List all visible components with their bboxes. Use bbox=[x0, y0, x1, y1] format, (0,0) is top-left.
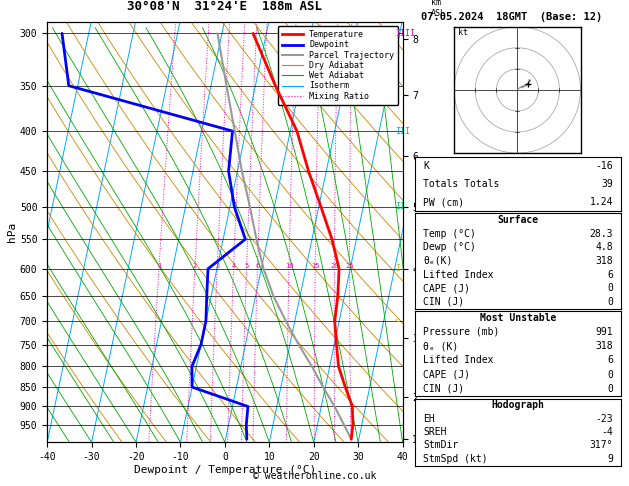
Text: CAPE (J): CAPE (J) bbox=[423, 283, 470, 293]
Text: I: I bbox=[395, 264, 400, 273]
Y-axis label: Mixing Ratio (g/kg): Mixing Ratio (g/kg) bbox=[421, 176, 431, 288]
Text: 6: 6 bbox=[608, 270, 613, 279]
Text: 1: 1 bbox=[157, 263, 161, 269]
Text: StmDir: StmDir bbox=[423, 440, 459, 451]
Text: Totals Totals: Totals Totals bbox=[423, 179, 500, 189]
Text: II: II bbox=[395, 202, 405, 211]
Text: 0: 0 bbox=[608, 283, 613, 293]
Y-axis label: hPa: hPa bbox=[7, 222, 17, 242]
Text: 3: 3 bbox=[215, 263, 220, 269]
Text: K: K bbox=[423, 161, 429, 171]
Text: *: * bbox=[528, 79, 532, 85]
Text: Pressure (mb): Pressure (mb) bbox=[423, 327, 500, 337]
Text: -16: -16 bbox=[596, 161, 613, 171]
Text: Hodograph: Hodograph bbox=[492, 400, 545, 410]
Text: 4: 4 bbox=[231, 263, 236, 269]
Text: 0: 0 bbox=[608, 384, 613, 394]
Text: -4: -4 bbox=[601, 427, 613, 437]
Text: 991: 991 bbox=[596, 327, 613, 337]
Text: Dewp (°C): Dewp (°C) bbox=[423, 243, 476, 252]
Text: -23: -23 bbox=[596, 414, 613, 424]
Text: © weatheronline.co.uk: © weatheronline.co.uk bbox=[253, 471, 376, 481]
Text: 1.24: 1.24 bbox=[590, 197, 613, 208]
Text: 07.05.2024  18GMT  (Base: 12): 07.05.2024 18GMT (Base: 12) bbox=[421, 12, 603, 22]
Text: 5: 5 bbox=[245, 263, 249, 269]
Text: 318: 318 bbox=[596, 256, 613, 266]
Legend: Temperature, Dewpoint, Parcel Trajectory, Dry Adiabat, Wet Adiabat, Isotherm, Mi: Temperature, Dewpoint, Parcel Trajectory… bbox=[277, 26, 398, 105]
X-axis label: Dewpoint / Temperature (°C): Dewpoint / Temperature (°C) bbox=[134, 465, 316, 475]
Text: 30°08'N  31°24'E  188m ASL: 30°08'N 31°24'E 188m ASL bbox=[127, 0, 323, 14]
Text: III: III bbox=[395, 126, 410, 136]
Text: 0: 0 bbox=[608, 297, 613, 307]
Text: Lifted Index: Lifted Index bbox=[423, 270, 494, 279]
Text: CIN (J): CIN (J) bbox=[423, 297, 465, 307]
Text: Most Unstable: Most Unstable bbox=[480, 312, 557, 323]
Text: <: < bbox=[395, 317, 400, 326]
Text: 15: 15 bbox=[311, 263, 320, 269]
Text: 4.8: 4.8 bbox=[596, 243, 613, 252]
Text: Surface: Surface bbox=[498, 215, 539, 225]
Text: 39: 39 bbox=[601, 179, 613, 189]
Text: SREH: SREH bbox=[423, 427, 447, 437]
Text: 0: 0 bbox=[608, 370, 613, 380]
Text: 9: 9 bbox=[608, 454, 613, 464]
Text: 6: 6 bbox=[255, 263, 260, 269]
Text: θₑ(K): θₑ(K) bbox=[423, 256, 453, 266]
Text: IIII: IIII bbox=[395, 29, 415, 38]
Text: Lifted Index: Lifted Index bbox=[423, 355, 494, 365]
Text: CAPE (J): CAPE (J) bbox=[423, 370, 470, 380]
Text: 6: 6 bbox=[608, 355, 613, 365]
Text: 10: 10 bbox=[285, 263, 293, 269]
Text: θₑ (K): θₑ (K) bbox=[423, 341, 459, 351]
Text: 25: 25 bbox=[345, 263, 354, 269]
Text: 317°: 317° bbox=[590, 440, 613, 451]
Text: kt: kt bbox=[459, 28, 469, 37]
Text: 2: 2 bbox=[193, 263, 197, 269]
Text: 20: 20 bbox=[330, 263, 338, 269]
Text: 28.3: 28.3 bbox=[590, 229, 613, 239]
Text: CIN (J): CIN (J) bbox=[423, 384, 465, 394]
Text: EH: EH bbox=[423, 414, 435, 424]
Text: Temp (°C): Temp (°C) bbox=[423, 229, 476, 239]
Text: 318: 318 bbox=[596, 341, 613, 351]
Text: StmSpd (kt): StmSpd (kt) bbox=[423, 454, 488, 464]
Text: PW (cm): PW (cm) bbox=[423, 197, 465, 208]
Text: km
ASL: km ASL bbox=[431, 0, 446, 17]
